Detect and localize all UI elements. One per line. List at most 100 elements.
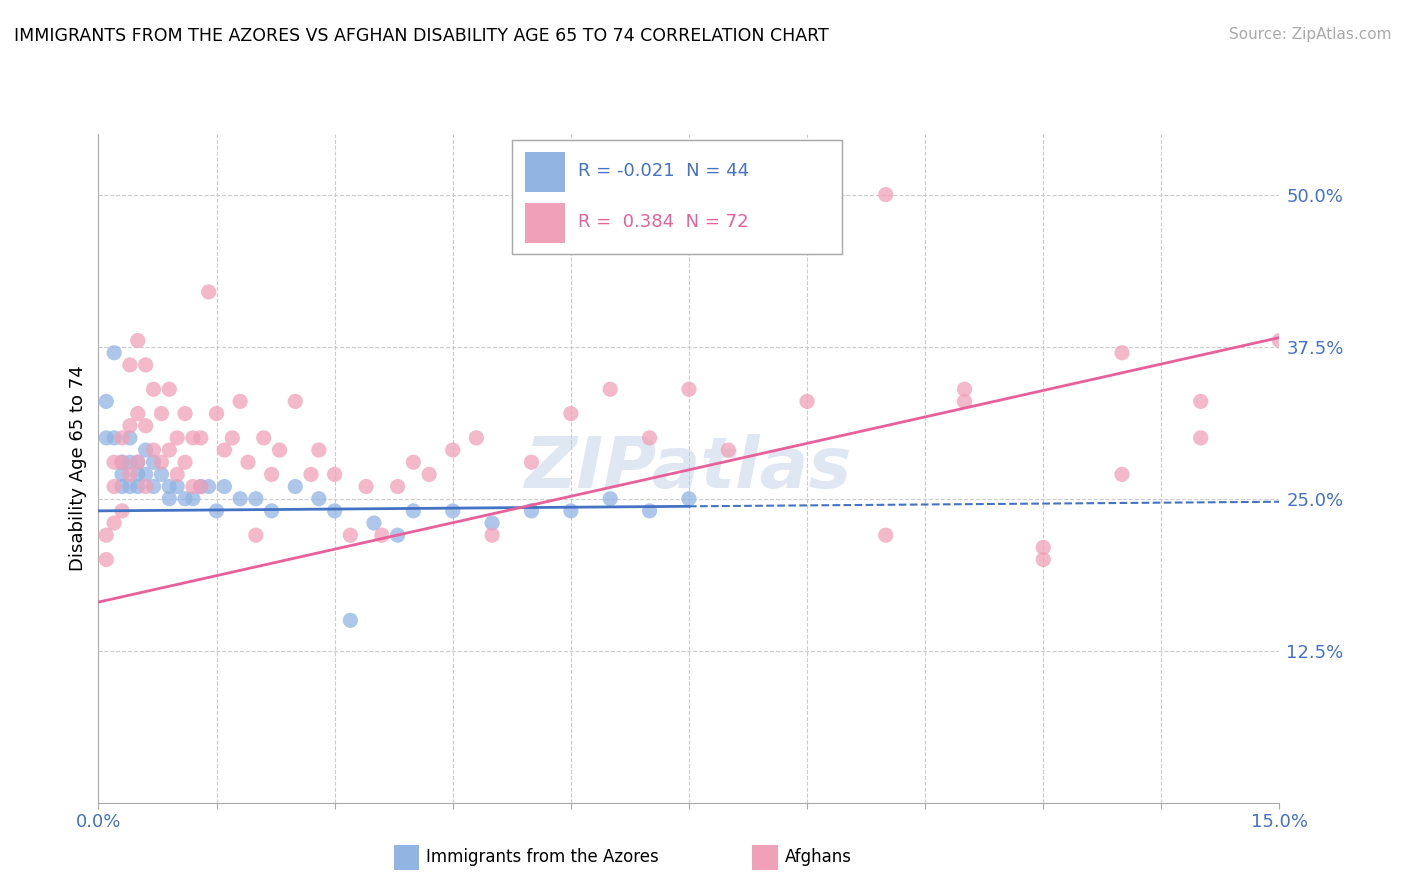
Point (245, 528, 267, 542)
Point (135, 443, 157, 458)
Point (441, 504, 464, 518)
Point (260, 467, 283, 482)
Point (323, 467, 346, 482)
Point (181, 479, 204, 493)
Point (118, 358, 141, 372)
Point (190, 479, 212, 493)
Point (111, 467, 134, 482)
Point (96, 528, 118, 542)
Point (150, 407, 173, 421)
Point (118, 431, 141, 445)
Point (418, 467, 440, 482)
Point (197, 479, 219, 493)
Point (174, 491, 197, 506)
Point (387, 528, 409, 542)
Point (229, 394, 252, 409)
Point (135, 467, 157, 482)
Point (796, 394, 818, 409)
Point (135, 358, 157, 372)
Point (339, 528, 361, 542)
Point (214, 479, 236, 493)
Point (253, 431, 276, 445)
Point (111, 431, 134, 445)
Point (111, 479, 134, 493)
Point (111, 504, 134, 518)
Point (190, 479, 212, 493)
Point (127, 467, 149, 482)
Point (481, 516, 503, 530)
Point (127, 479, 149, 493)
Point (103, 455, 125, 469)
Point (118, 455, 141, 469)
Point (229, 491, 252, 506)
Point (118, 467, 141, 482)
Point (678, 491, 700, 506)
Point (103, 516, 125, 530)
Point (245, 491, 267, 506)
Point (174, 407, 197, 421)
Point (96, 431, 118, 445)
Point (560, 504, 582, 518)
Point (953, 382, 976, 396)
Point (96, 552, 118, 566)
Point (599, 382, 621, 396)
Point (1032, 552, 1054, 566)
Point (135, 418, 157, 433)
Point (157, 443, 180, 458)
Point (371, 528, 394, 542)
Point (150, 455, 173, 469)
Point (166, 467, 188, 482)
Point (236, 455, 259, 469)
Point (103, 431, 125, 445)
Point (520, 504, 543, 518)
Point (103, 345, 125, 359)
Point (214, 443, 236, 458)
Point (1268, 334, 1291, 348)
Point (205, 504, 228, 518)
Point (465, 431, 488, 445)
Point (299, 467, 322, 482)
Point (323, 504, 346, 518)
Point (157, 382, 180, 396)
Point (111, 455, 134, 469)
Point (875, 187, 897, 202)
Point (166, 479, 188, 493)
Point (599, 491, 621, 506)
Point (560, 407, 582, 421)
Point (354, 479, 377, 493)
Text: Afghans: Afghans (785, 848, 852, 866)
Point (142, 382, 165, 396)
Point (953, 394, 976, 409)
Point (638, 431, 661, 445)
Point (96, 394, 118, 409)
Point (1111, 467, 1133, 482)
Text: IMMIGRANTS FROM THE AZORES VS AFGHAN DISABILITY AGE 65 TO 74 CORRELATION CHART: IMMIGRANTS FROM THE AZORES VS AFGHAN DIS… (14, 27, 828, 45)
Point (103, 479, 125, 493)
Point (174, 455, 197, 469)
Point (284, 479, 307, 493)
Point (402, 504, 425, 518)
Text: ZIPatlas: ZIPatlas (526, 434, 852, 503)
Point (875, 528, 897, 542)
Point (1111, 345, 1133, 359)
Point (402, 455, 425, 469)
Point (190, 431, 212, 445)
Point (181, 431, 204, 445)
Point (269, 443, 291, 458)
Point (197, 285, 219, 299)
Point (441, 443, 464, 458)
Point (127, 455, 149, 469)
Point (638, 504, 661, 518)
Point (339, 613, 361, 627)
Point (205, 407, 228, 421)
Point (118, 418, 141, 433)
Point (387, 479, 409, 493)
Point (308, 491, 330, 506)
Y-axis label: Disability Age 65 to 74: Disability Age 65 to 74 (69, 366, 87, 571)
Point (481, 528, 503, 542)
Point (150, 467, 173, 482)
Text: Source: ZipAtlas.com: Source: ZipAtlas.com (1229, 27, 1392, 42)
Text: Immigrants from the Azores: Immigrants from the Azores (426, 848, 659, 866)
Point (166, 431, 188, 445)
Point (221, 431, 243, 445)
